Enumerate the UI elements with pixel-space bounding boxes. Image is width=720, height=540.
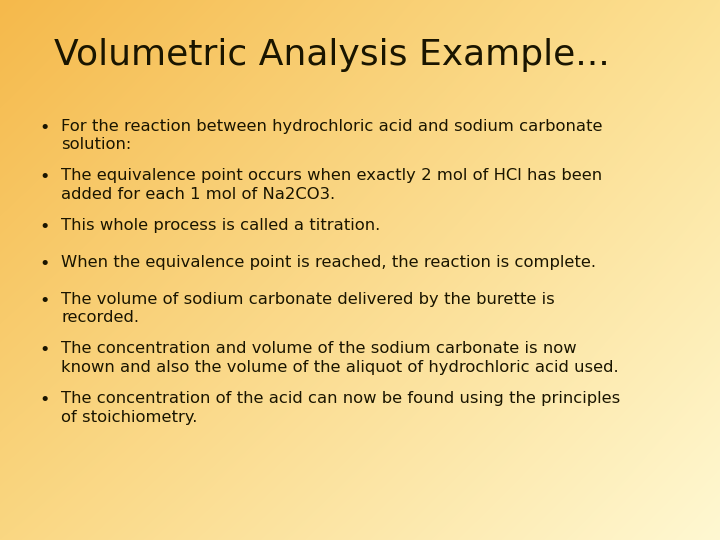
Text: •: • [40, 119, 50, 137]
Text: The volume of sodium carbonate delivered by the burette is
recorded.: The volume of sodium carbonate delivered… [61, 292, 555, 325]
Text: For the reaction between hydrochloric acid and sodium carbonate
solution:: For the reaction between hydrochloric ac… [61, 119, 603, 152]
Text: •: • [40, 391, 50, 409]
Text: •: • [40, 218, 50, 236]
Text: The concentration and volume of the sodium carbonate is now
known and also the v: The concentration and volume of the sodi… [61, 341, 618, 375]
Text: •: • [40, 341, 50, 359]
Text: This whole process is called a titration.: This whole process is called a titration… [61, 218, 380, 233]
Text: •: • [40, 292, 50, 309]
Text: Volumetric Analysis Example...: Volumetric Analysis Example... [54, 38, 610, 72]
Text: •: • [40, 255, 50, 273]
Text: The concentration of the acid can now be found using the principles
of stoichiom: The concentration of the acid can now be… [61, 391, 621, 424]
Text: The equivalence point occurs when exactly 2 mol of HCl has been
added for each 1: The equivalence point occurs when exactl… [61, 168, 603, 202]
Text: When the equivalence point is reached, the reaction is complete.: When the equivalence point is reached, t… [61, 255, 596, 270]
Text: •: • [40, 168, 50, 186]
